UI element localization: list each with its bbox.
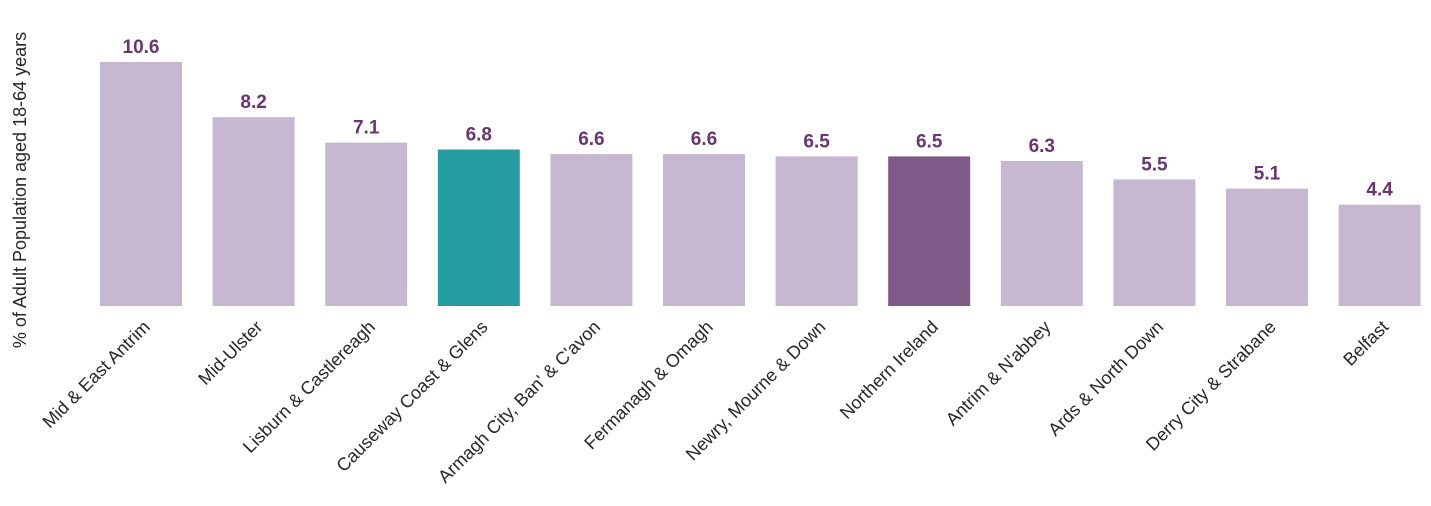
value-labels-group: 10.6 8.2 7.1 6.8 6.6 6.6 6.5 6.5 6.3 5.5 5.1 4.4 [123, 37, 1394, 201]
bar-value-label: 6.3 [1029, 136, 1055, 157]
x-tick-label: Antrim & N'abbey [942, 317, 1055, 430]
y-axis-title: % of Adult Population aged 18-64 years [10, 32, 30, 348]
bar-value-label: 5.5 [1141, 154, 1168, 175]
x-tick-label: Fermanagh & Omagh [580, 317, 717, 454]
x-tick-label: Derry City & Strabane [1142, 317, 1280, 455]
bar [212, 117, 295, 306]
x-tick-label: Northern Ireland [836, 317, 942, 423]
bar-value-label: 10.6 [123, 37, 160, 58]
x-tick-label: Mid & East Antrim [39, 317, 154, 432]
bar [100, 62, 182, 306]
bar [550, 154, 633, 306]
bar-value-label: 7.1 [353, 118, 380, 139]
bar [1000, 161, 1083, 306]
bar [325, 142, 408, 306]
bar-value-label: 6.6 [691, 129, 717, 150]
bars-group [100, 62, 1421, 306]
x-tick-label: Mid-Ulster [194, 317, 266, 389]
bar [663, 154, 745, 306]
bar-value-label: 6.5 [803, 131, 830, 152]
bar-value-label: 6.5 [916, 131, 943, 152]
bar-value-label: 6.6 [578, 129, 604, 150]
bar-value-label: 5.1 [1254, 164, 1281, 185]
bar [888, 156, 971, 306]
bar-value-label: 6.8 [466, 125, 492, 146]
bar-value-label: 4.4 [1366, 180, 1393, 201]
bar [1113, 179, 1196, 306]
bar [437, 149, 520, 306]
bar [1226, 188, 1308, 306]
x-tick-label: Belfast [1339, 317, 1392, 370]
bar [775, 156, 858, 306]
x-tick-label: Ards & North Down [1044, 317, 1167, 440]
bar-value-label: 8.2 [240, 92, 266, 113]
bar [1338, 204, 1421, 306]
